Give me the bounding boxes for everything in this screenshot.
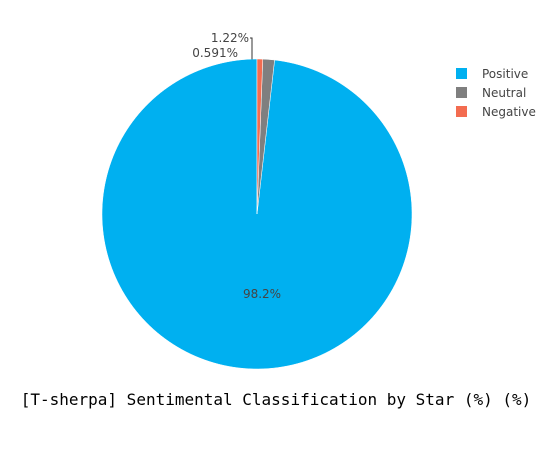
legend-item-negative[interactable]: Negative (456, 105, 536, 119)
legend-label-negative: Negative (482, 105, 536, 119)
slice-label-negative: 0.591% (192, 46, 238, 60)
pie-slices (101, 58, 413, 370)
legend: Positive Neutral Negative (456, 67, 536, 119)
legend-swatch-positive (456, 68, 467, 79)
legend-item-positive[interactable]: Positive (456, 67, 528, 81)
slice-label-neutral: 1.22% (211, 31, 249, 45)
legend-swatch-negative (456, 106, 467, 117)
chart-title: [T-sherpa] Sentimental Classification by… (21, 390, 532, 409)
label-leader-line (250, 37, 253, 60)
legend-label-positive: Positive (482, 67, 528, 81)
legend-label-neutral: Neutral (482, 86, 526, 100)
slice-label-positive: 98.2% (243, 287, 281, 301)
pie-slice-negative[interactable] (256, 58, 264, 215)
legend-item-neutral[interactable]: Neutral (456, 86, 526, 100)
slice-labels: 98.2% 1.22%0.591% (192, 31, 281, 301)
legend-swatch-neutral (456, 87, 467, 98)
